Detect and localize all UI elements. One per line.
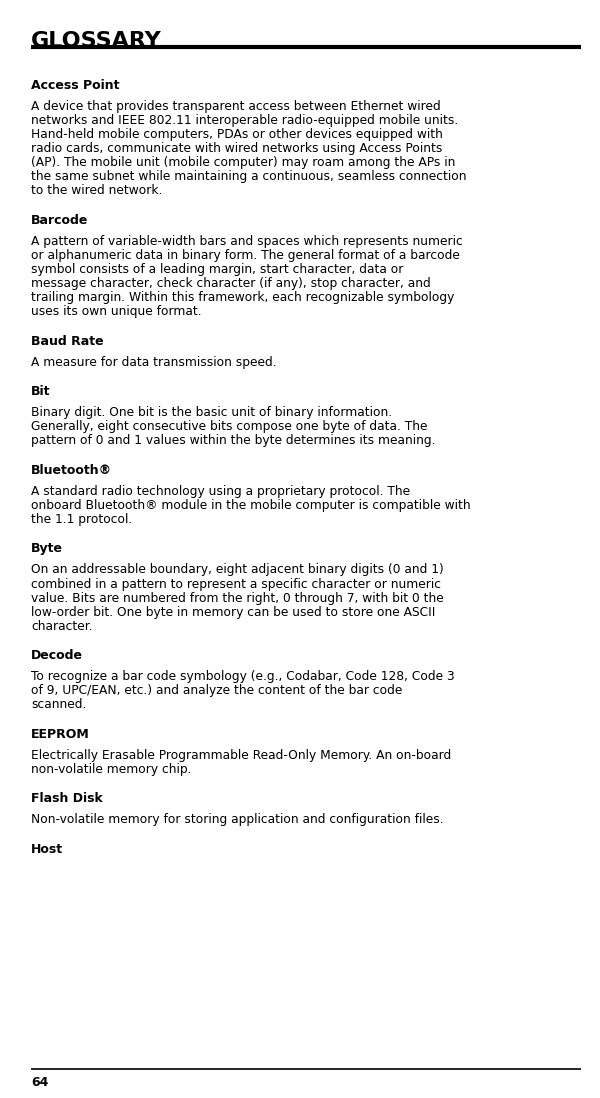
Text: To recognize a bar code symbology (e.g., Codabar, Code 128, Code 3: To recognize a bar code symbology (e.g.,…	[31, 670, 455, 683]
Text: Generally, eight consecutive bits compose one byte of data. The: Generally, eight consecutive bits compos…	[31, 421, 428, 434]
Text: EEPROM: EEPROM	[31, 728, 90, 741]
Text: message character, check character (if any), stop character, and: message character, check character (if a…	[31, 277, 431, 290]
Text: or alphanumeric data in binary form. The general format of a barcode: or alphanumeric data in binary form. The…	[31, 249, 460, 262]
Text: scanned.: scanned.	[31, 698, 86, 712]
Text: Bit: Bit	[31, 385, 50, 399]
Text: GLOSSARY: GLOSSARY	[31, 31, 162, 51]
Text: A device that provides transparent access between Ethernet wired: A device that provides transparent acces…	[31, 100, 441, 113]
Text: (AP). The mobile unit (mobile computer) may roam among the APs in: (AP). The mobile unit (mobile computer) …	[31, 156, 455, 169]
Text: Hand-held mobile computers, PDAs or other devices equipped with: Hand-held mobile computers, PDAs or othe…	[31, 128, 443, 142]
Text: A pattern of variable-width bars and spaces which represents numeric: A pattern of variable-width bars and spa…	[31, 235, 463, 248]
Text: trailing margin. Within this framework, each recognizable symbology: trailing margin. Within this framework, …	[31, 291, 455, 304]
Text: non-volatile memory chip.: non-volatile memory chip.	[31, 763, 192, 776]
Text: character.: character.	[31, 619, 93, 632]
Text: Host: Host	[31, 843, 64, 855]
Text: of 9, UPC/EAN, etc.) and analyze the content of the bar code: of 9, UPC/EAN, etc.) and analyze the con…	[31, 684, 403, 697]
Text: networks and IEEE 802.11 interoperable radio-equipped mobile units.: networks and IEEE 802.11 interoperable r…	[31, 114, 458, 127]
Text: the same subnet while maintaining a continuous, seamless connection: the same subnet while maintaining a cont…	[31, 170, 467, 183]
Text: Barcode: Barcode	[31, 214, 89, 227]
Text: the 1.1 protocol.: the 1.1 protocol.	[31, 513, 133, 526]
Text: 64: 64	[31, 1076, 49, 1089]
Text: Bluetooth®: Bluetooth®	[31, 463, 112, 477]
Text: uses its own unique format.: uses its own unique format.	[31, 305, 202, 318]
Text: Decode: Decode	[31, 649, 83, 662]
Text: Binary digit. One bit is the basic unit of binary information.: Binary digit. One bit is the basic unit …	[31, 406, 392, 419]
Text: On an addressable boundary, eight adjacent binary digits (0 and 1): On an addressable boundary, eight adjace…	[31, 563, 444, 576]
Text: A measure for data transmission speed.: A measure for data transmission speed.	[31, 356, 277, 369]
Text: Baud Rate: Baud Rate	[31, 335, 104, 348]
Text: low-order bit. One byte in memory can be used to store one ASCII: low-order bit. One byte in memory can be…	[31, 606, 436, 618]
Text: value. Bits are numbered from the right, 0 through 7, with bit 0 the: value. Bits are numbered from the right,…	[31, 592, 444, 605]
Text: A standard radio technology using a proprietary protocol. The: A standard radio technology using a prop…	[31, 485, 410, 497]
Text: to the wired network.: to the wired network.	[31, 184, 163, 198]
Text: onboard Bluetooth® module in the mobile computer is compatible with: onboard Bluetooth® module in the mobile …	[31, 498, 471, 512]
Text: Access Point: Access Point	[31, 79, 120, 92]
Text: Non-volatile memory for storing application and configuration files.: Non-volatile memory for storing applicat…	[31, 814, 444, 827]
Text: pattern of 0 and 1 values within the byte determines its meaning.: pattern of 0 and 1 values within the byt…	[31, 435, 436, 447]
Text: radio cards, communicate with wired networks using Access Points: radio cards, communicate with wired netw…	[31, 143, 443, 155]
Text: Byte: Byte	[31, 542, 63, 556]
Text: Electrically Erasable Programmable Read-Only Memory. An on-board: Electrically Erasable Programmable Read-…	[31, 749, 451, 762]
Text: Flash Disk: Flash Disk	[31, 793, 103, 805]
Text: combined in a pattern to represent a specific character or numeric: combined in a pattern to represent a spe…	[31, 578, 441, 591]
Text: symbol consists of a leading margin, start character, data or: symbol consists of a leading margin, sta…	[31, 264, 404, 276]
